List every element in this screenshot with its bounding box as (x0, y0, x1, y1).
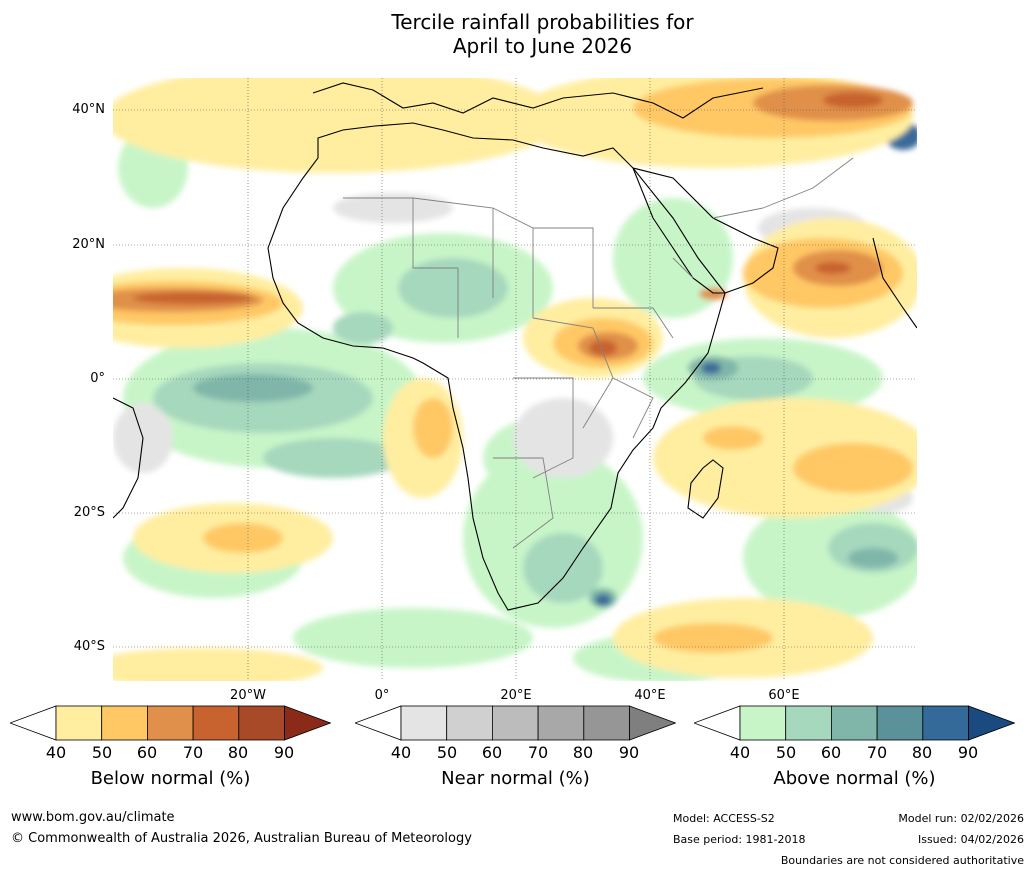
graticule (113, 78, 917, 681)
above-tick-80: 80 (911, 743, 933, 762)
country-borders (343, 157, 854, 549)
above-colorbar-over (968, 705, 1015, 741)
below-normal-colorbar (10, 705, 331, 741)
africa-coast (267, 122, 726, 611)
near-tick-80: 80 (572, 743, 594, 762)
lon-label-0: 0° (374, 688, 390, 703)
europe-coast (312, 82, 764, 119)
near-colorbar-segment (446, 705, 493, 741)
lon-label-40e: 40°E (634, 688, 666, 703)
india-coast (872, 237, 917, 329)
above-tick-50: 50 (775, 743, 797, 762)
near-tick-40: 40 (390, 743, 412, 762)
model-run-date: Model run: 02/02/2026 (898, 812, 1024, 825)
lat-label-20s: 20°S (73, 505, 105, 520)
below-tick-80: 80 (227, 743, 249, 762)
near-tick-90: 90 (618, 743, 640, 762)
below-tick-50: 50 (91, 743, 113, 762)
lat-label-40s: 40°S (73, 639, 105, 654)
above-colorbar-segment (876, 705, 924, 741)
near-colorbar-segment (400, 705, 448, 741)
near-tick-60: 60 (481, 743, 503, 762)
below-colorbar-segment (192, 705, 240, 741)
boundaries-disclaimer: Boundaries are not considered authoritat… (780, 854, 1024, 867)
probability-fields (113, 78, 917, 681)
lon-label-60e: 60°E (768, 688, 800, 703)
above-colorbar-segment (830, 705, 878, 741)
arabia-coast (631, 167, 779, 294)
map-title: Tercile rainfall probabilities for April… (0, 10, 1035, 58)
near-normal-colorbar (355, 705, 676, 741)
below-colorbar-segment (101, 705, 148, 741)
title-line-2: April to June 2026 (452, 34, 633, 58)
below-colorbar-segment (55, 705, 103, 741)
lon-label-20w: 20°W (230, 688, 266, 703)
above-colorbar-segment (785, 705, 832, 741)
below-colorbar-segment (238, 705, 285, 741)
above-colorbar-segment (739, 705, 787, 741)
lon-label-20e: 20°E (500, 688, 532, 703)
lat-label-equator: 0° (90, 371, 105, 386)
below-tick-90: 90 (273, 743, 295, 762)
above-colorbar-segment (922, 705, 969, 741)
copyright-text: © Commonwealth of Australia 2026, Austra… (11, 831, 472, 846)
below-tick-60: 60 (136, 743, 158, 762)
near-colorbar-segment (537, 705, 585, 741)
below-tick-70: 70 (182, 743, 204, 762)
website-link[interactable]: www.bom.gov.au/climate (11, 810, 175, 825)
above-tick-60: 60 (820, 743, 842, 762)
below-colorbar-segment (146, 705, 194, 741)
rainfall-probability-map (113, 78, 917, 681)
below-colorbar-under (10, 705, 57, 741)
below-normal-label: Below normal (%) (90, 768, 251, 789)
near-colorbar-segment (491, 705, 539, 741)
near-colorbar-over (629, 705, 676, 741)
near-normal-label: Near normal (%) (441, 768, 590, 789)
near-tick-70: 70 (527, 743, 549, 762)
above-tick-40: 40 (729, 743, 751, 762)
issued-date: Issued: 04/02/2026 (917, 833, 1024, 846)
base-period: Base period: 1981-2018 (673, 833, 806, 846)
below-tick-40: 40 (45, 743, 67, 762)
near-tick-50: 50 (436, 743, 458, 762)
near-colorbar-segment (583, 705, 630, 741)
model-name: Model: ACCESS-S2 (673, 812, 775, 825)
near-colorbar-under (355, 705, 402, 741)
above-tick-90: 90 (957, 743, 979, 762)
south-america-coast (113, 397, 144, 519)
above-normal-label: Above normal (%) (773, 768, 936, 789)
below-colorbar-over (284, 705, 331, 741)
above-tick-70: 70 (866, 743, 888, 762)
above-colorbar-under (694, 705, 741, 741)
lat-label-20n: 20°N (72, 237, 105, 252)
title-line-1: Tercile rainfall probabilities for (391, 10, 694, 34)
above-normal-colorbar (694, 705, 1015, 741)
lat-label-40n: 40°N (72, 102, 105, 117)
